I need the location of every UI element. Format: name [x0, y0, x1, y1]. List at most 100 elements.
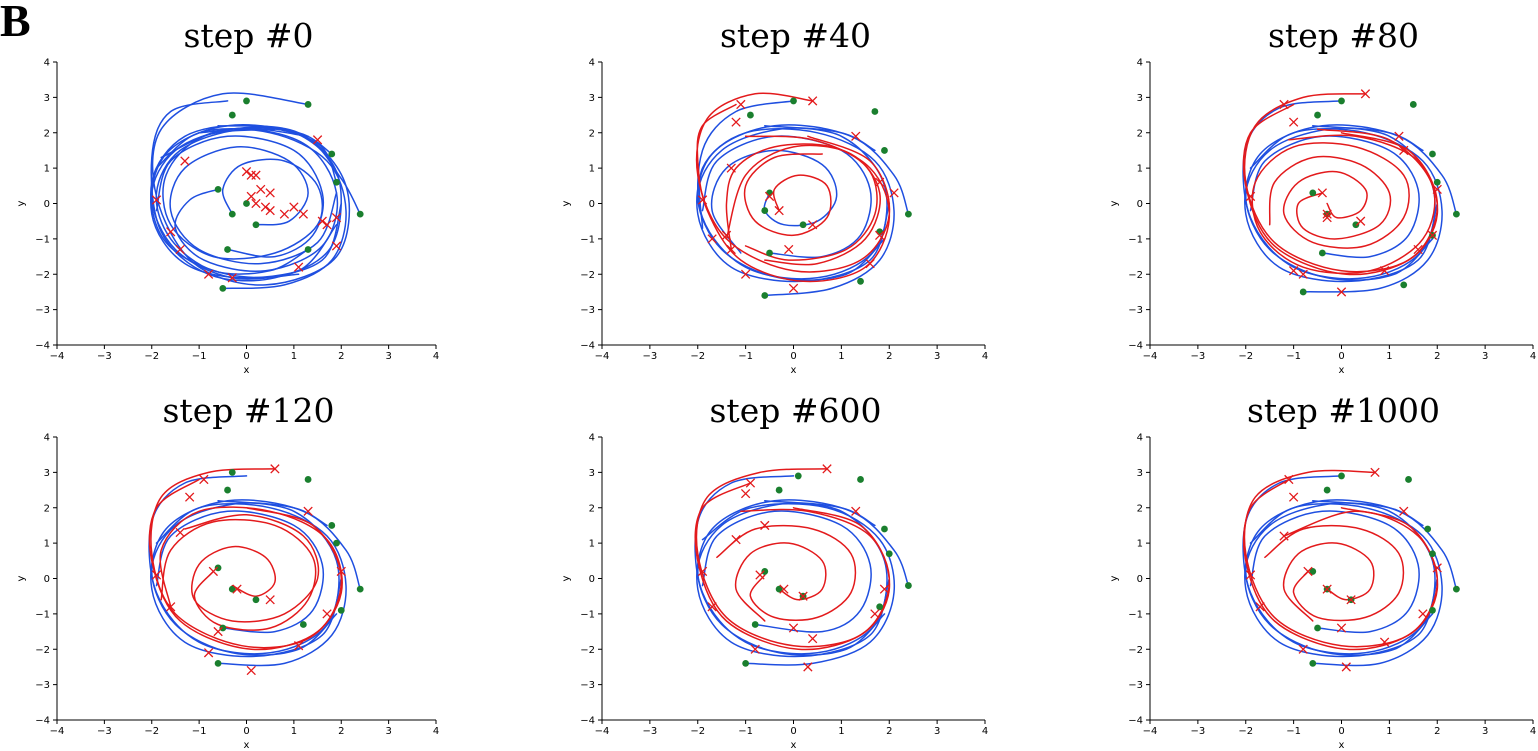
end-marker [180, 156, 190, 166]
end-marker [1360, 89, 1371, 99]
end-marker [1298, 644, 1308, 654]
start-point [328, 150, 336, 158]
x-tick-label: −1 [192, 726, 207, 737]
start-point [219, 624, 227, 632]
end-marker [1346, 595, 1356, 605]
start-point [1309, 189, 1317, 197]
y-tick-label: −2 [35, 645, 50, 656]
start-point [1453, 585, 1460, 593]
chart-title: step #600 [710, 391, 882, 430]
start-point [333, 539, 340, 547]
end-marker [750, 644, 760, 654]
start-point [775, 585, 783, 593]
end-marker [1303, 566, 1313, 577]
end-marker [1394, 131, 1404, 141]
y-tick-label: −3 [580, 305, 595, 316]
end-marker [251, 170, 261, 180]
end-marker [331, 241, 342, 251]
start-point [747, 111, 754, 119]
x-tick-label: 1 [838, 351, 844, 362]
y-tick-label: 0 [44, 574, 50, 585]
start-point [304, 476, 312, 483]
y-tick-label: 0 [589, 574, 595, 585]
chart-panel-4: step #120 −4 −3 −2 −1 0 1 2 3 4 −4 −3 −2 −1 0 1 2 3 4 x y [16, 391, 439, 751]
y-tick-label: 3 [589, 468, 595, 479]
start-point [794, 472, 802, 480]
y-tick-label: 3 [1137, 468, 1143, 479]
y-tick-label: 0 [589, 199, 595, 210]
sampled-trajectory-line [1243, 469, 1439, 648]
end-marker [1418, 609, 1428, 619]
sampled-trajectory-line [694, 482, 891, 651]
end-marker [175, 244, 185, 255]
y-tick-label: −3 [580, 680, 595, 691]
model-trajectory-line [698, 128, 895, 297]
x-tick-label: 4 [1530, 351, 1536, 362]
start-point [905, 582, 912, 589]
y-tick-label: 1 [1137, 539, 1143, 550]
model-trajectory-line [155, 503, 347, 667]
x-tick-label: −4 [1143, 351, 1158, 362]
start-point [243, 200, 250, 207]
y-tick-label: 4 [44, 58, 50, 69]
chart-panel-1: step #0 −4 −3 −2 −1 0 1 2 3 4 −4 −3 −2 −1 0 1 2 3 4 x y [16, 16, 439, 376]
start-point [356, 210, 364, 218]
y-tick-label: 1 [44, 164, 50, 175]
end-marker [1288, 266, 1299, 276]
model-trajectory-line [701, 503, 896, 666]
end-marker [166, 602, 176, 612]
x-tick-label: 1 [291, 351, 297, 362]
y-tick-label: 2 [44, 128, 50, 139]
x-tick-label: −3 [643, 351, 658, 362]
end-marker [1432, 563, 1442, 573]
model-trajectory-line [710, 149, 838, 254]
x-tick-label: 1 [291, 726, 297, 737]
start-point [252, 596, 260, 604]
end-marker [1413, 244, 1423, 255]
model-trajectory-line [169, 146, 338, 265]
end-marker [1427, 230, 1438, 240]
x-tick-label: −4 [50, 351, 65, 362]
start-point [228, 585, 236, 593]
x-tick-label: −3 [97, 726, 112, 737]
end-marker [726, 244, 736, 255]
start-point [337, 606, 345, 614]
y-tick-label: −2 [35, 270, 50, 281]
x-tick-label: 3 [1482, 351, 1488, 362]
end-marker [865, 258, 875, 269]
start-point [1314, 624, 1321, 632]
chart-panel-6: step #1000 −4 −3 −2 −1 0 1 2 3 4 −4 −3 −2 −1 0 1 2 3 4 x y [1109, 391, 1536, 751]
sampled-trajectory-line [1251, 128, 1436, 275]
y-tick-label: 4 [1137, 433, 1143, 444]
sampled-trajectory-line [148, 478, 343, 651]
y-tick-label: 3 [589, 93, 595, 104]
x-tick-label: 4 [1530, 726, 1536, 737]
x-tick-label: 2 [338, 726, 344, 737]
model-trajectory-line [155, 510, 325, 634]
end-marker [175, 527, 185, 538]
x-tick-label: −1 [738, 351, 753, 362]
x-axis-label: x [791, 740, 797, 751]
end-marker [755, 570, 765, 580]
start-point [876, 228, 884, 236]
start-point [1352, 221, 1360, 229]
start-point [1338, 472, 1345, 480]
y-tick-label: −1 [580, 609, 595, 620]
end-marker [270, 464, 280, 474]
sampled-trajectory-line [1268, 155, 1392, 240]
y-tick-label: −4 [1128, 341, 1143, 352]
model-trajectory-line [1244, 124, 1458, 283]
start-point [761, 568, 769, 575]
start-point [881, 525, 888, 533]
start-point [214, 185, 222, 193]
end-marker [807, 96, 818, 106]
x-axis-label: x [1339, 365, 1345, 376]
start-point [1405, 476, 1412, 483]
start-point [885, 550, 893, 558]
end-marker [232, 584, 242, 594]
start-point [1318, 249, 1326, 257]
x-tick-label: −3 [643, 726, 658, 737]
y-axis-label: y [1109, 200, 1120, 206]
start-point [1453, 210, 1460, 218]
y-tick-label: 1 [1137, 164, 1143, 175]
